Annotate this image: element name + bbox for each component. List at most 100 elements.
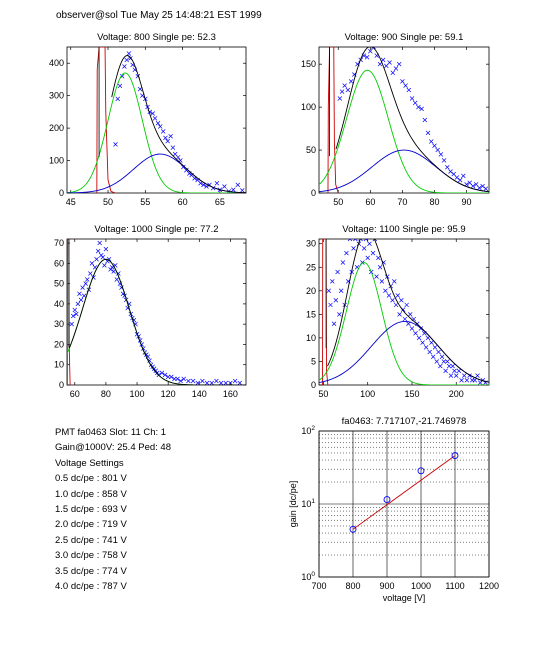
data-point <box>409 96 415 101</box>
data-point <box>365 255 370 261</box>
pmt-info-panel: PMT fa0463 Slot: 11 Ch: 1 Gain@1000V: 25… <box>55 426 171 595</box>
data-point <box>186 378 191 384</box>
data-point <box>228 380 233 385</box>
y-tick-label: 100 <box>301 102 316 112</box>
y-tick-label: 0 <box>311 188 316 198</box>
histogram-panel: Voltage: 1100 Single pe: 95.950 100 150 200… <box>306 224 490 399</box>
plot-area <box>319 239 489 385</box>
data-point <box>240 188 245 193</box>
panel-title: Voltage: 900 Single pe: 59.1 <box>345 32 464 43</box>
data-point <box>445 359 450 364</box>
data-point <box>377 265 383 270</box>
data-point <box>390 70 396 76</box>
y-tick-label: 10 <box>306 333 316 343</box>
x-tick-label: 800 <box>345 581 360 591</box>
pedestal-curve <box>322 239 329 385</box>
data-point <box>422 117 428 123</box>
total-fit-curve <box>335 47 489 193</box>
plot-frame <box>318 46 490 194</box>
data-point <box>402 316 408 322</box>
data-point <box>340 260 346 265</box>
settings-title: Voltage Settings <box>55 457 124 469</box>
data-point <box>232 378 238 384</box>
data-point <box>89 261 95 266</box>
panel-title: Voltage: 800 Single pe: 52.3 <box>97 32 216 43</box>
x-tick-label: 65 <box>215 197 225 207</box>
data-point <box>157 124 163 129</box>
x-tick-label: 900 <box>379 581 394 591</box>
data-point <box>335 269 340 275</box>
total-fit-curve <box>68 258 246 385</box>
data-point <box>374 274 379 279</box>
data-point <box>126 51 132 56</box>
data-point <box>429 139 434 144</box>
x-tick-label: 100 <box>130 389 145 399</box>
data-point <box>222 184 227 189</box>
data-point <box>453 373 459 378</box>
data-point <box>77 291 82 296</box>
data-point <box>147 358 152 363</box>
y-tick-label: 30 <box>54 319 64 329</box>
gain-line: Gain@1000V: 25.4 Ped: 48 <box>55 442 171 454</box>
y-tick-label: 100 <box>49 156 64 166</box>
data-point <box>214 378 219 384</box>
y-tick-label: 60 <box>54 258 64 268</box>
data-point <box>344 250 349 256</box>
data-point <box>364 55 370 60</box>
data-point <box>383 288 388 294</box>
y-axis-label: gain [dc/pe] <box>288 481 298 528</box>
x-axis-label: voltage [V] <box>383 593 426 603</box>
data-point <box>353 239 358 242</box>
y-tick-label: 20 <box>306 286 316 296</box>
data-point <box>70 313 76 319</box>
data-point <box>168 133 173 139</box>
histogram-panel: Voltage: 900 Single pe: 59.1 50 60 70 80 90 0 5… <box>301 32 490 207</box>
data-point <box>175 155 181 160</box>
y-tick-label: 400 <box>49 58 64 68</box>
data-point <box>448 373 454 378</box>
data-point <box>84 277 90 282</box>
data-point <box>209 380 215 385</box>
y-tick-label: 30 <box>306 239 316 249</box>
data-point <box>347 239 353 242</box>
x-tick-label: 1100 <box>445 581 464 591</box>
data-point <box>237 380 243 385</box>
data-point <box>152 116 158 121</box>
data-point <box>445 164 450 170</box>
data-point <box>386 293 392 298</box>
data-point <box>159 370 165 376</box>
data-point <box>361 246 367 251</box>
y-tick-label: 200 <box>49 123 64 133</box>
x-tick-label: 140 <box>192 389 207 399</box>
data-point <box>218 380 224 385</box>
data-point <box>383 496 391 504</box>
data-point <box>438 363 443 369</box>
data-point <box>338 288 344 294</box>
data-point <box>342 83 347 88</box>
x-tick-label: 160 <box>223 389 238 399</box>
x-tick-label: 50 <box>333 197 343 207</box>
x-tick-label: 200 <box>449 389 464 399</box>
pedestal-curve <box>67 239 71 385</box>
data-point <box>81 293 87 299</box>
data-point <box>393 302 399 308</box>
data-point <box>94 257 99 262</box>
data-point <box>72 307 78 313</box>
y-tick-label: 20 <box>54 339 64 349</box>
data-point <box>409 326 415 331</box>
data-point <box>392 279 397 284</box>
data-point <box>100 255 106 260</box>
data-point <box>480 183 485 189</box>
x-tick-label: 150 <box>404 389 419 399</box>
single-pe-curve <box>67 72 246 193</box>
data-point <box>78 297 84 303</box>
panel-title: fa0463: 7.717107,-21.746978 <box>342 416 467 427</box>
setting-item: 2.5 dc/pe : 741 V <box>55 534 127 546</box>
data-point <box>429 340 434 345</box>
data-point <box>412 100 418 106</box>
data-point <box>461 173 466 179</box>
data-point <box>150 111 156 116</box>
data-point <box>69 321 74 327</box>
